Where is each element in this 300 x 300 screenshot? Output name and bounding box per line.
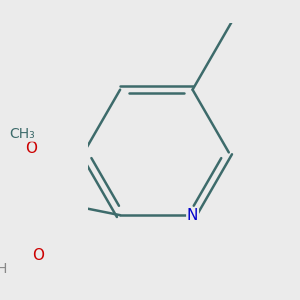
Text: H: H (0, 262, 7, 276)
Text: N: N (187, 208, 198, 223)
Text: O: O (25, 141, 37, 156)
Text: O: O (32, 248, 44, 263)
Text: CH₃: CH₃ (10, 127, 35, 141)
